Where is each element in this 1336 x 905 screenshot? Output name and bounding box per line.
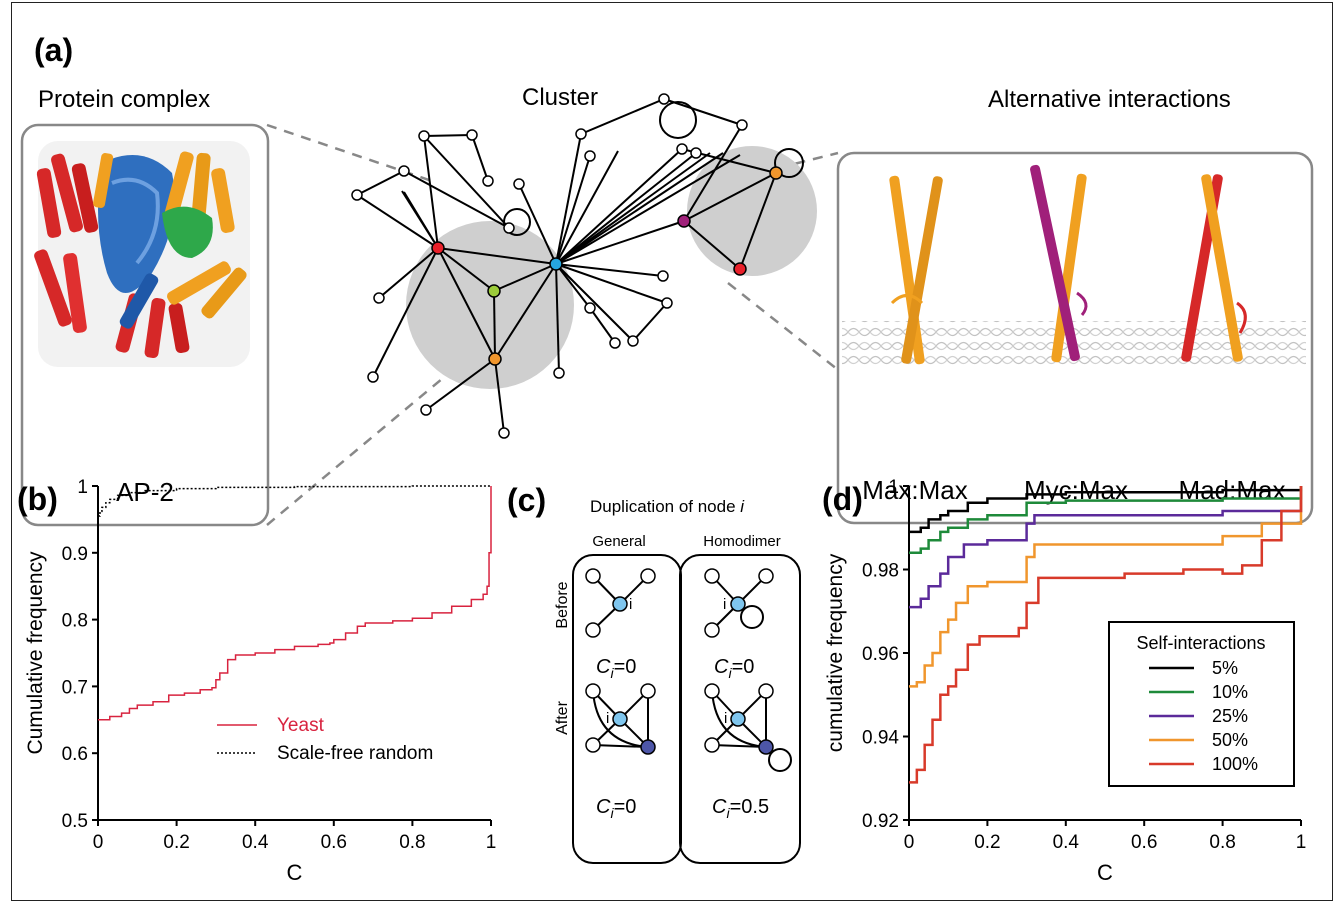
- legend-label-0: 5%: [1212, 658, 1238, 678]
- alternative-interactions-box: Max:Max Myc:Max Mad:Max: [836, 151, 1314, 525]
- legend-label-1: Scale-free random: [277, 743, 433, 764]
- cluster-network: [351, 93, 817, 439]
- panel-d-chart: (d) 0 0.2 0.4 0.6 0.8 1 0.92 0.94 0.96 0.98 1 Ccumul…: [822, 477, 1306, 885]
- c-general-after: Ci=0: [596, 796, 636, 821]
- panel-a-label: (a): [34, 32, 73, 68]
- x-tick-label: 0.8: [399, 832, 425, 853]
- x-tick-label: 0.2: [974, 832, 1000, 853]
- y-tick-label: 0.5: [62, 811, 88, 832]
- alternative-interactions-title: Alternative interactions: [988, 86, 1231, 113]
- c-homodimer-before: Ci=0: [714, 656, 754, 681]
- x-tick-label: 0.6: [1131, 832, 1157, 853]
- series-line-0: [909, 486, 1303, 534]
- legend-label-0: Yeast: [277, 715, 325, 736]
- x-tick-label: 0: [93, 832, 104, 853]
- panel-b-chart: (b) 0 0.2 0.4 0.6 0.8 1 0.5 0.6 0.7 0.8 0.9 1 C Cumula…: [17, 477, 496, 885]
- y-tick-label: 1: [888, 477, 899, 498]
- x-tick-label: 0.4: [242, 832, 269, 853]
- legend-label-4: 100%: [1212, 754, 1258, 774]
- panel-c: (c) Duplication of node i General Homodi…: [507, 482, 801, 864]
- node-i-label-4: i: [724, 710, 727, 727]
- legend-box: [1108, 621, 1295, 787]
- series-line-0: [98, 486, 492, 721]
- y-tick-label: 0.92: [862, 811, 899, 832]
- x-tick-label: 0.8: [1209, 832, 1235, 853]
- node-i-label-3: i: [606, 710, 609, 727]
- x-tick-label: 0: [904, 832, 915, 853]
- node-i-label-2: i: [723, 596, 726, 613]
- node-i-label-1: i: [629, 596, 632, 613]
- figure-frame: (a) Protein complex Cluster Alternative …: [11, 2, 1333, 901]
- y-tick-label: 0.9: [62, 544, 88, 565]
- cluster-title: Cluster: [522, 84, 598, 111]
- mad-max-structure: [1181, 174, 1247, 362]
- row-after-label: After: [554, 700, 571, 734]
- legend-title: Self-interactions: [1136, 633, 1265, 653]
- y-tick-label: 0.6: [62, 744, 88, 765]
- c-general-before: Ci=0: [596, 656, 636, 681]
- series-line-1: [98, 485, 491, 517]
- alt-label-max-max: Max:Max: [862, 475, 967, 505]
- myc-max-structure: [1030, 164, 1088, 363]
- x-tick-label: 0.6: [321, 832, 347, 853]
- c-homodimer-after: Ci=0.5: [712, 796, 769, 821]
- y-axis-label: Cumulative frequency: [24, 551, 47, 755]
- legend-label-1: 10%: [1212, 682, 1248, 702]
- panel-label: (d): [822, 481, 863, 517]
- y-tick-label: 1: [77, 477, 88, 498]
- protein-complex-title: Protein complex: [38, 86, 210, 113]
- max-max-structure: [889, 175, 943, 365]
- legend-label-2: 25%: [1212, 706, 1248, 726]
- x-tick-label: 1: [486, 832, 497, 853]
- y-tick-label: 0.94: [862, 728, 899, 749]
- figure-canvas: (a) Protein complex Cluster Alternative …: [17, 32, 1314, 885]
- complex-name: AP-2: [116, 477, 174, 507]
- legend-label-3: 50%: [1212, 730, 1248, 750]
- row-before-label: Before: [554, 581, 571, 628]
- panel-label: (b): [17, 481, 58, 517]
- series-line-4: [909, 486, 1303, 784]
- series-line-2: [909, 486, 1303, 609]
- x-tick-label: 1: [1296, 832, 1307, 853]
- protein-complex-box: AP-2: [20, 123, 270, 527]
- series-line-1: [909, 486, 1303, 555]
- series-line-3: [909, 486, 1303, 688]
- x-axis-label: C: [287, 860, 303, 885]
- ap2-structure-image: [34, 141, 250, 367]
- x-axis-label: C: [1097, 860, 1113, 885]
- y-tick-label: 0.96: [862, 644, 899, 665]
- col-general-label: General: [592, 533, 645, 550]
- duplication-title: Duplication of node i: [590, 497, 745, 516]
- y-axis-label: cumulative frequency: [824, 553, 847, 752]
- x-tick-label: 0.2: [163, 832, 189, 853]
- x-tick-label: 0.4: [1053, 832, 1080, 853]
- panel-c-label: (c): [507, 482, 546, 518]
- y-tick-label: 0.98: [862, 561, 899, 582]
- y-tick-label: 0.8: [62, 611, 88, 632]
- col-homodimer-label: Homodimer: [703, 533, 781, 550]
- panel-a: (a) Protein complex Cluster Alternative …: [20, 32, 1314, 527]
- y-tick-label: 0.7: [62, 677, 88, 698]
